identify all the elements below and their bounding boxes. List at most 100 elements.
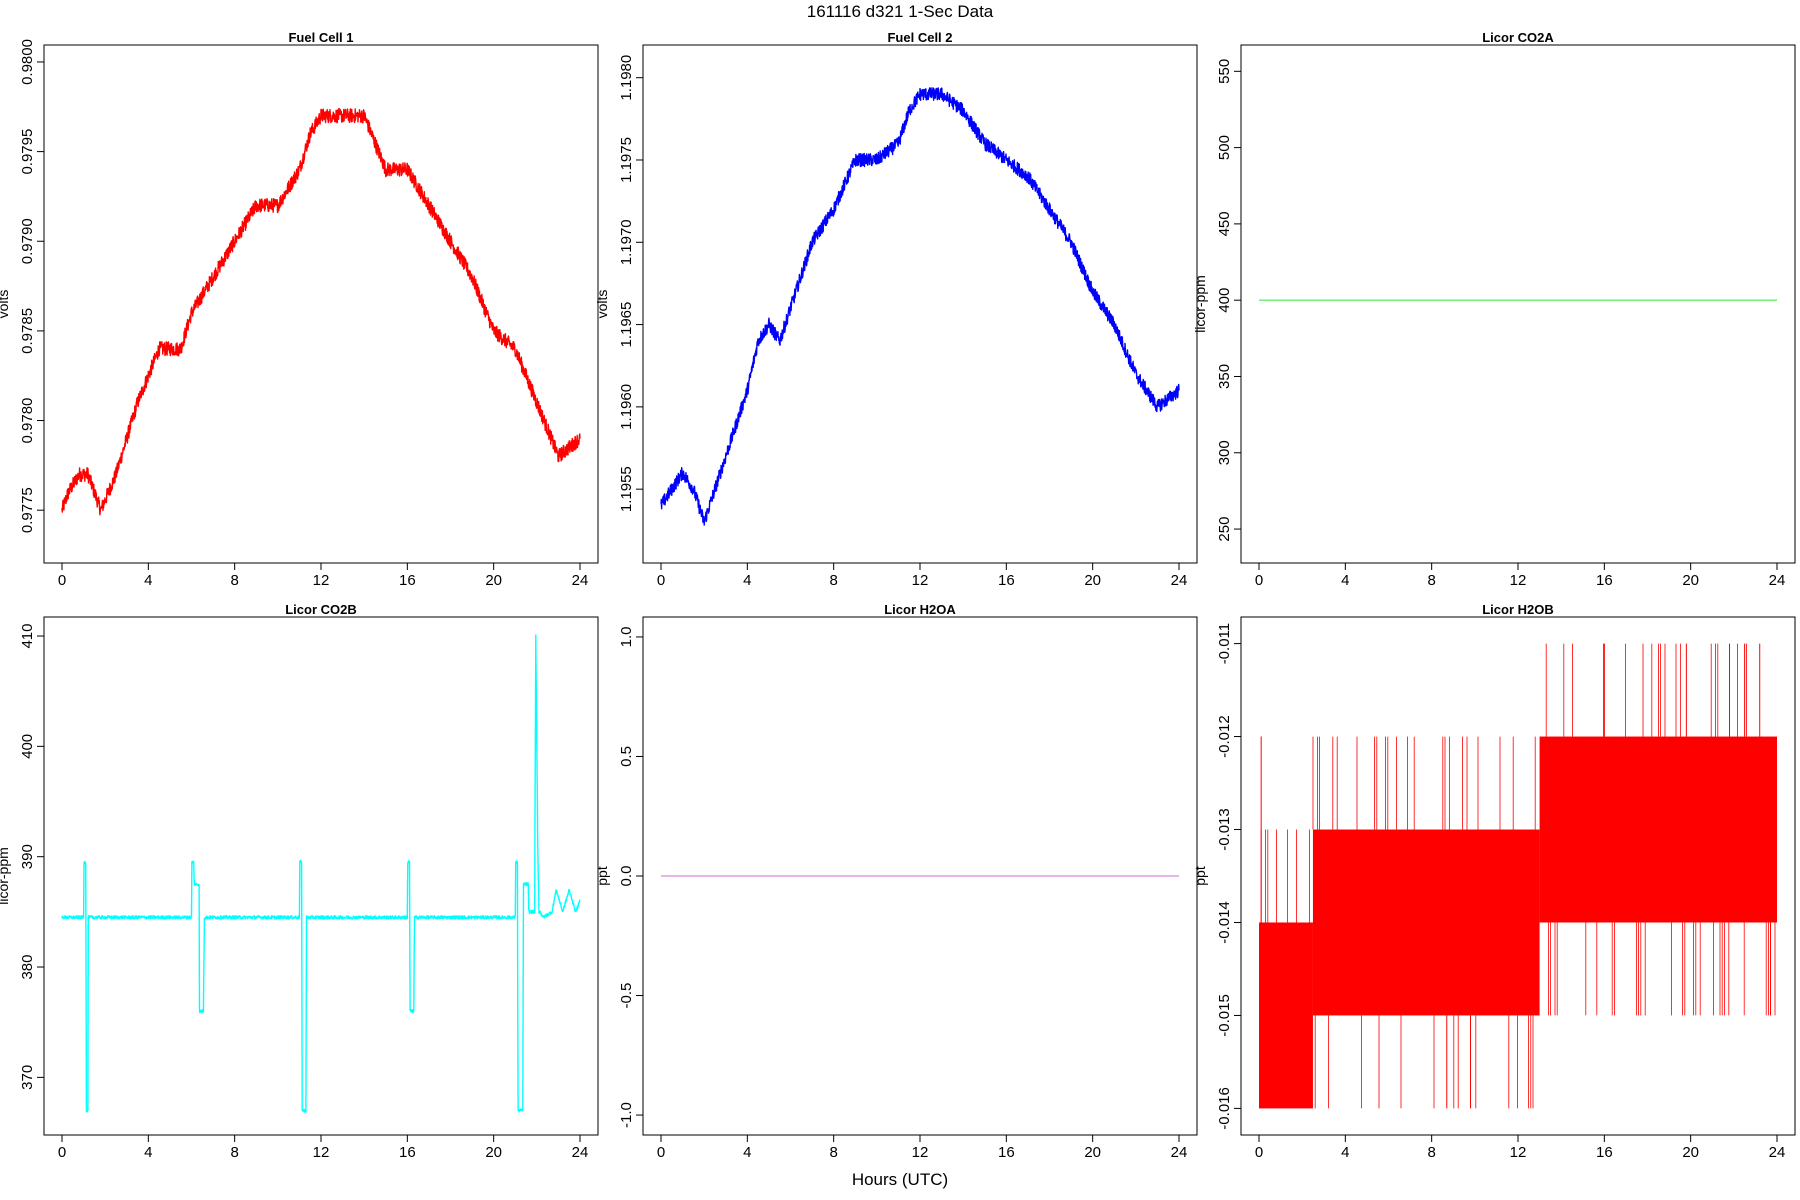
y-tick-label: 400 (19, 734, 36, 759)
figure-title: 161116 d321 1-Sec Data (806, 2, 994, 21)
y-tick-label: 500 (1216, 135, 1233, 160)
x-axis: 0 4 8 12 16 20 24 (58, 563, 589, 589)
y-tick-label: 350 (1216, 364, 1233, 389)
y-tick-label: -1.0 (618, 1102, 635, 1128)
y-tick-label: 450 (1216, 211, 1233, 236)
y-tick-label: 400 (1216, 288, 1233, 313)
x-tick-label: 0 (657, 1144, 665, 1161)
x-tick-label: 0 (58, 1144, 66, 1161)
panel-4: Licor CO2B licor-ppm 0 4 8 12 16 20 24 370 380 390 4… (0, 602, 599, 1161)
y-tick-label: 1.1980 (618, 55, 635, 101)
x-axis: 0 4 8 12 16 20 24 (657, 1135, 1187, 1161)
x-tick-label: 24 (572, 572, 589, 589)
y-axis: 250 300 350 400 450 500 550 (1216, 59, 1241, 542)
plot-frame (642, 44, 1198, 564)
y-axis-label: licor-ppm (0, 847, 11, 905)
x-tick-label: 20 (485, 1144, 502, 1161)
y-tick-label: 0.0 (618, 866, 635, 887)
x-tick-label: 8 (1427, 1144, 1435, 1161)
panel-title: Licor H2OA (884, 602, 956, 617)
x-tick-label: 24 (1171, 572, 1188, 589)
y-tick-label: 1.1965 (618, 302, 635, 348)
y-tick-label: -0.012 (1216, 715, 1233, 758)
y-tick-label: 390 (19, 844, 36, 869)
band-spikes (1260, 829, 1310, 923)
plot-frame (43, 616, 599, 1136)
band-fill (1312, 829, 1540, 1016)
x-tick-label: 12 (912, 572, 929, 589)
y-tick-label: 380 (19, 955, 36, 980)
panel-5: Licor H2OA ppt 0 4 8 12 16 20 24 -1.0 -0.5 0.0 0.5 1.… (594, 602, 1198, 1161)
y-axis: 370 380 390 400 410 (19, 624, 44, 1090)
y-axis-label: licor-ppm (1192, 275, 1208, 333)
x-tick-label: 16 (399, 572, 416, 589)
panel-title: Licor CO2A (1482, 30, 1554, 45)
x-tick-label: 0 (657, 572, 665, 589)
y-tick-label: 370 (19, 1065, 36, 1090)
x-tick-label: 24 (1769, 572, 1786, 589)
y-tick-label: -0.013 (1216, 808, 1233, 851)
x-tick-label: 4 (144, 572, 152, 589)
y-tick-label: 0.9785 (19, 308, 36, 354)
y-tick-label: 0.9790 (19, 218, 36, 264)
y-tick-label: 250 (1216, 517, 1233, 542)
x-axis: 0 4 8 12 16 20 24 (1255, 1135, 1786, 1161)
x-axis: 0 4 8 12 16 20 24 (657, 563, 1188, 589)
x-tick-label: 0 (58, 572, 66, 589)
y-axis: 1.1955 1.1960 1.1965 1.1970 1.1975 1.1980 (618, 55, 643, 512)
x-tick-label: 20 (1084, 572, 1101, 589)
y-axis-label: volts (0, 290, 11, 319)
x-tick-label: 20 (1682, 572, 1699, 589)
x-tick-label: 12 (313, 1144, 330, 1161)
x-tick-label: 4 (1341, 572, 1349, 589)
y-axis: 0.9775 0.9780 0.9785 0.9790 0.9795 0.9800 (19, 39, 44, 533)
y-tick-label: 0.9800 (19, 39, 36, 85)
x-tick-label: 8 (230, 1144, 238, 1161)
x-tick-label: 8 (829, 1144, 837, 1161)
y-tick-label: 410 (19, 624, 36, 649)
y-tick-label: -0.5 (618, 983, 635, 1009)
band-fill (1539, 736, 1777, 923)
y-tick-label: -0.011 (1216, 623, 1233, 664)
x-tick-label: 12 (1510, 1144, 1527, 1161)
x-tick-label: 12 (912, 1144, 929, 1161)
y-tick-label: 1.1960 (618, 384, 635, 430)
x-tick-label: 12 (1510, 572, 1527, 589)
y-axis: -0.016 -0.015 -0.014 -0.013 -0.012 -0.011 (1216, 623, 1241, 1130)
series-line (61, 107, 581, 516)
x-tick-label: 16 (998, 572, 1015, 589)
x-tick-label: 16 (998, 1144, 1015, 1161)
x-tick-label: 8 (230, 572, 238, 589)
x-tick-label: 24 (572, 1144, 589, 1161)
y-tick-label: 0.9775 (19, 487, 36, 533)
panel-title: Fuel Cell 2 (887, 30, 952, 45)
x-tick-label: 20 (485, 572, 502, 589)
plot-frame (1240, 44, 1796, 564)
x-axis: 0 4 8 12 16 20 24 (1255, 563, 1786, 589)
y-tick-label: 1.1955 (618, 466, 635, 512)
y-tick-label: 0.9795 (19, 129, 36, 175)
x-tick-label: 24 (1769, 1144, 1786, 1161)
x-tick-label: 16 (399, 1144, 416, 1161)
series-line (61, 634, 581, 1113)
x-tick-label: 16 (1596, 1144, 1613, 1161)
y-tick-label: 0.5 (618, 746, 635, 767)
x-tick-label: 16 (1596, 572, 1613, 589)
x-tick-label: 0 (1255, 572, 1263, 589)
y-tick-label: 1.1970 (618, 219, 635, 265)
panel-title: Fuel Cell 1 (288, 30, 353, 45)
series-line (660, 87, 1180, 526)
x-tick-label: 12 (313, 572, 330, 589)
y-tick-label: -0.015 (1216, 994, 1233, 1037)
x-tick-label: 8 (829, 572, 837, 589)
series-band (1259, 643, 1777, 1109)
y-tick-label: 300 (1216, 440, 1233, 465)
band-spikes (1545, 643, 1776, 1016)
band-fill (1259, 922, 1313, 1109)
band-spikes (1312, 736, 1536, 1109)
